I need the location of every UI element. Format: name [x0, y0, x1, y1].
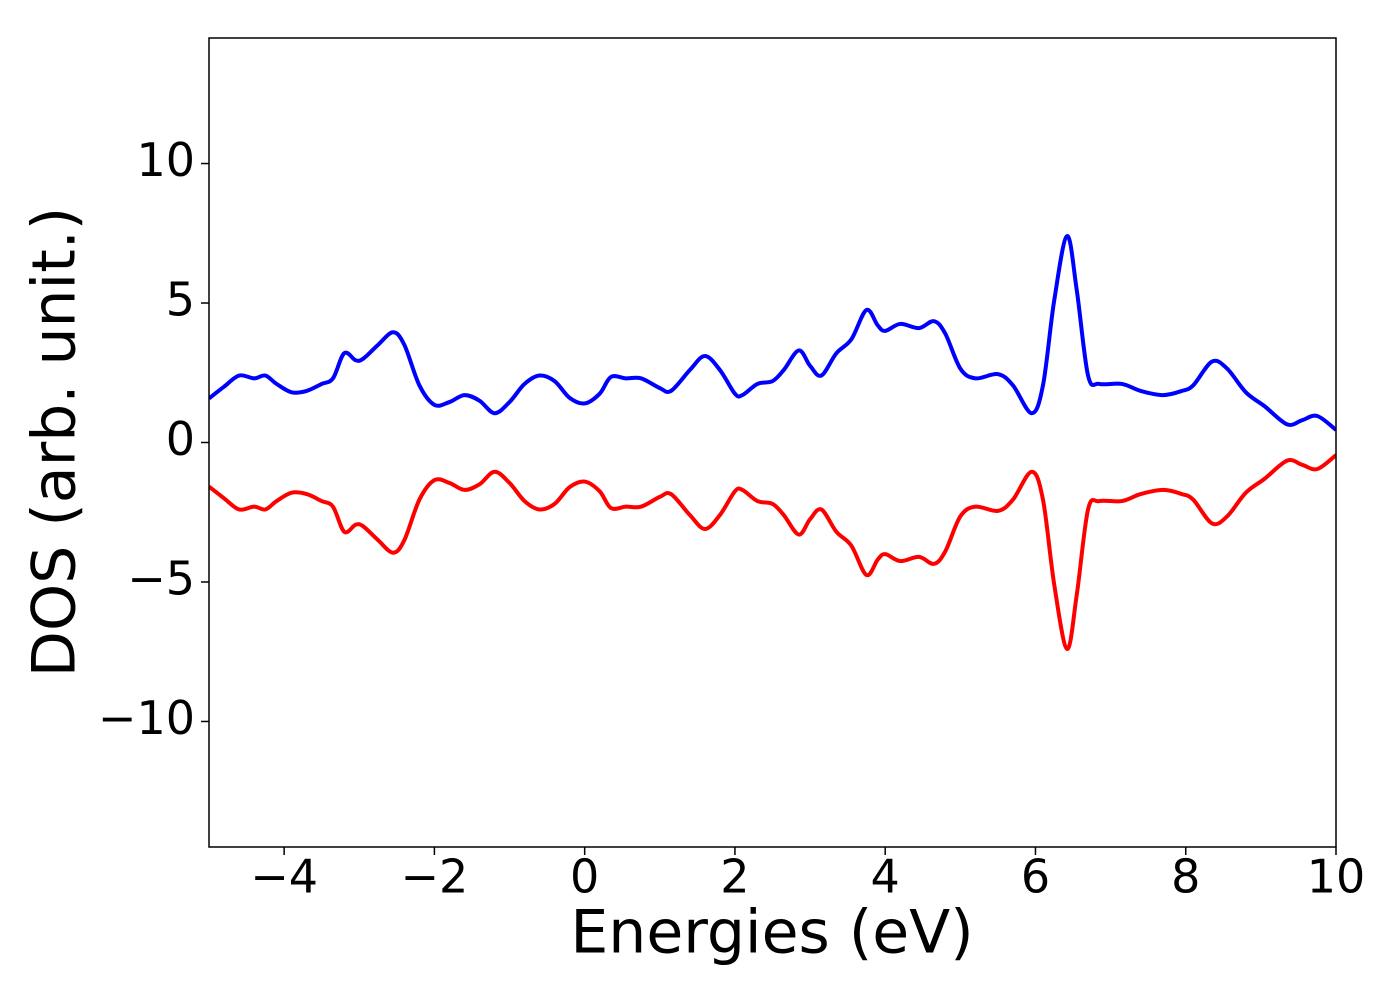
x-tick-label: 6: [1021, 850, 1050, 904]
x-tick-label: 2: [720, 850, 749, 904]
y-axis-label: DOS (arb. unit.): [20, 207, 90, 677]
x-tick-label: −4: [250, 850, 318, 904]
x-tick-label: 4: [871, 850, 900, 904]
x-tick-label: −2: [400, 850, 468, 904]
y-tick-label: 10: [136, 133, 195, 187]
x-tick-label: 0: [570, 850, 599, 904]
y-tick-label: 0: [166, 412, 195, 466]
x-tick-label: 8: [1171, 850, 1200, 904]
plot-frame: [208, 37, 1337, 848]
series-line: [209, 453, 1336, 651]
x-tick-label: 10: [1307, 850, 1366, 904]
x-axis-label: Energies (eV): [570, 898, 973, 968]
y-tick-label: 5: [166, 273, 195, 327]
series-line: [209, 234, 1336, 432]
y-tick-label: −5: [127, 551, 195, 605]
y-tick-label: −10: [98, 691, 195, 745]
